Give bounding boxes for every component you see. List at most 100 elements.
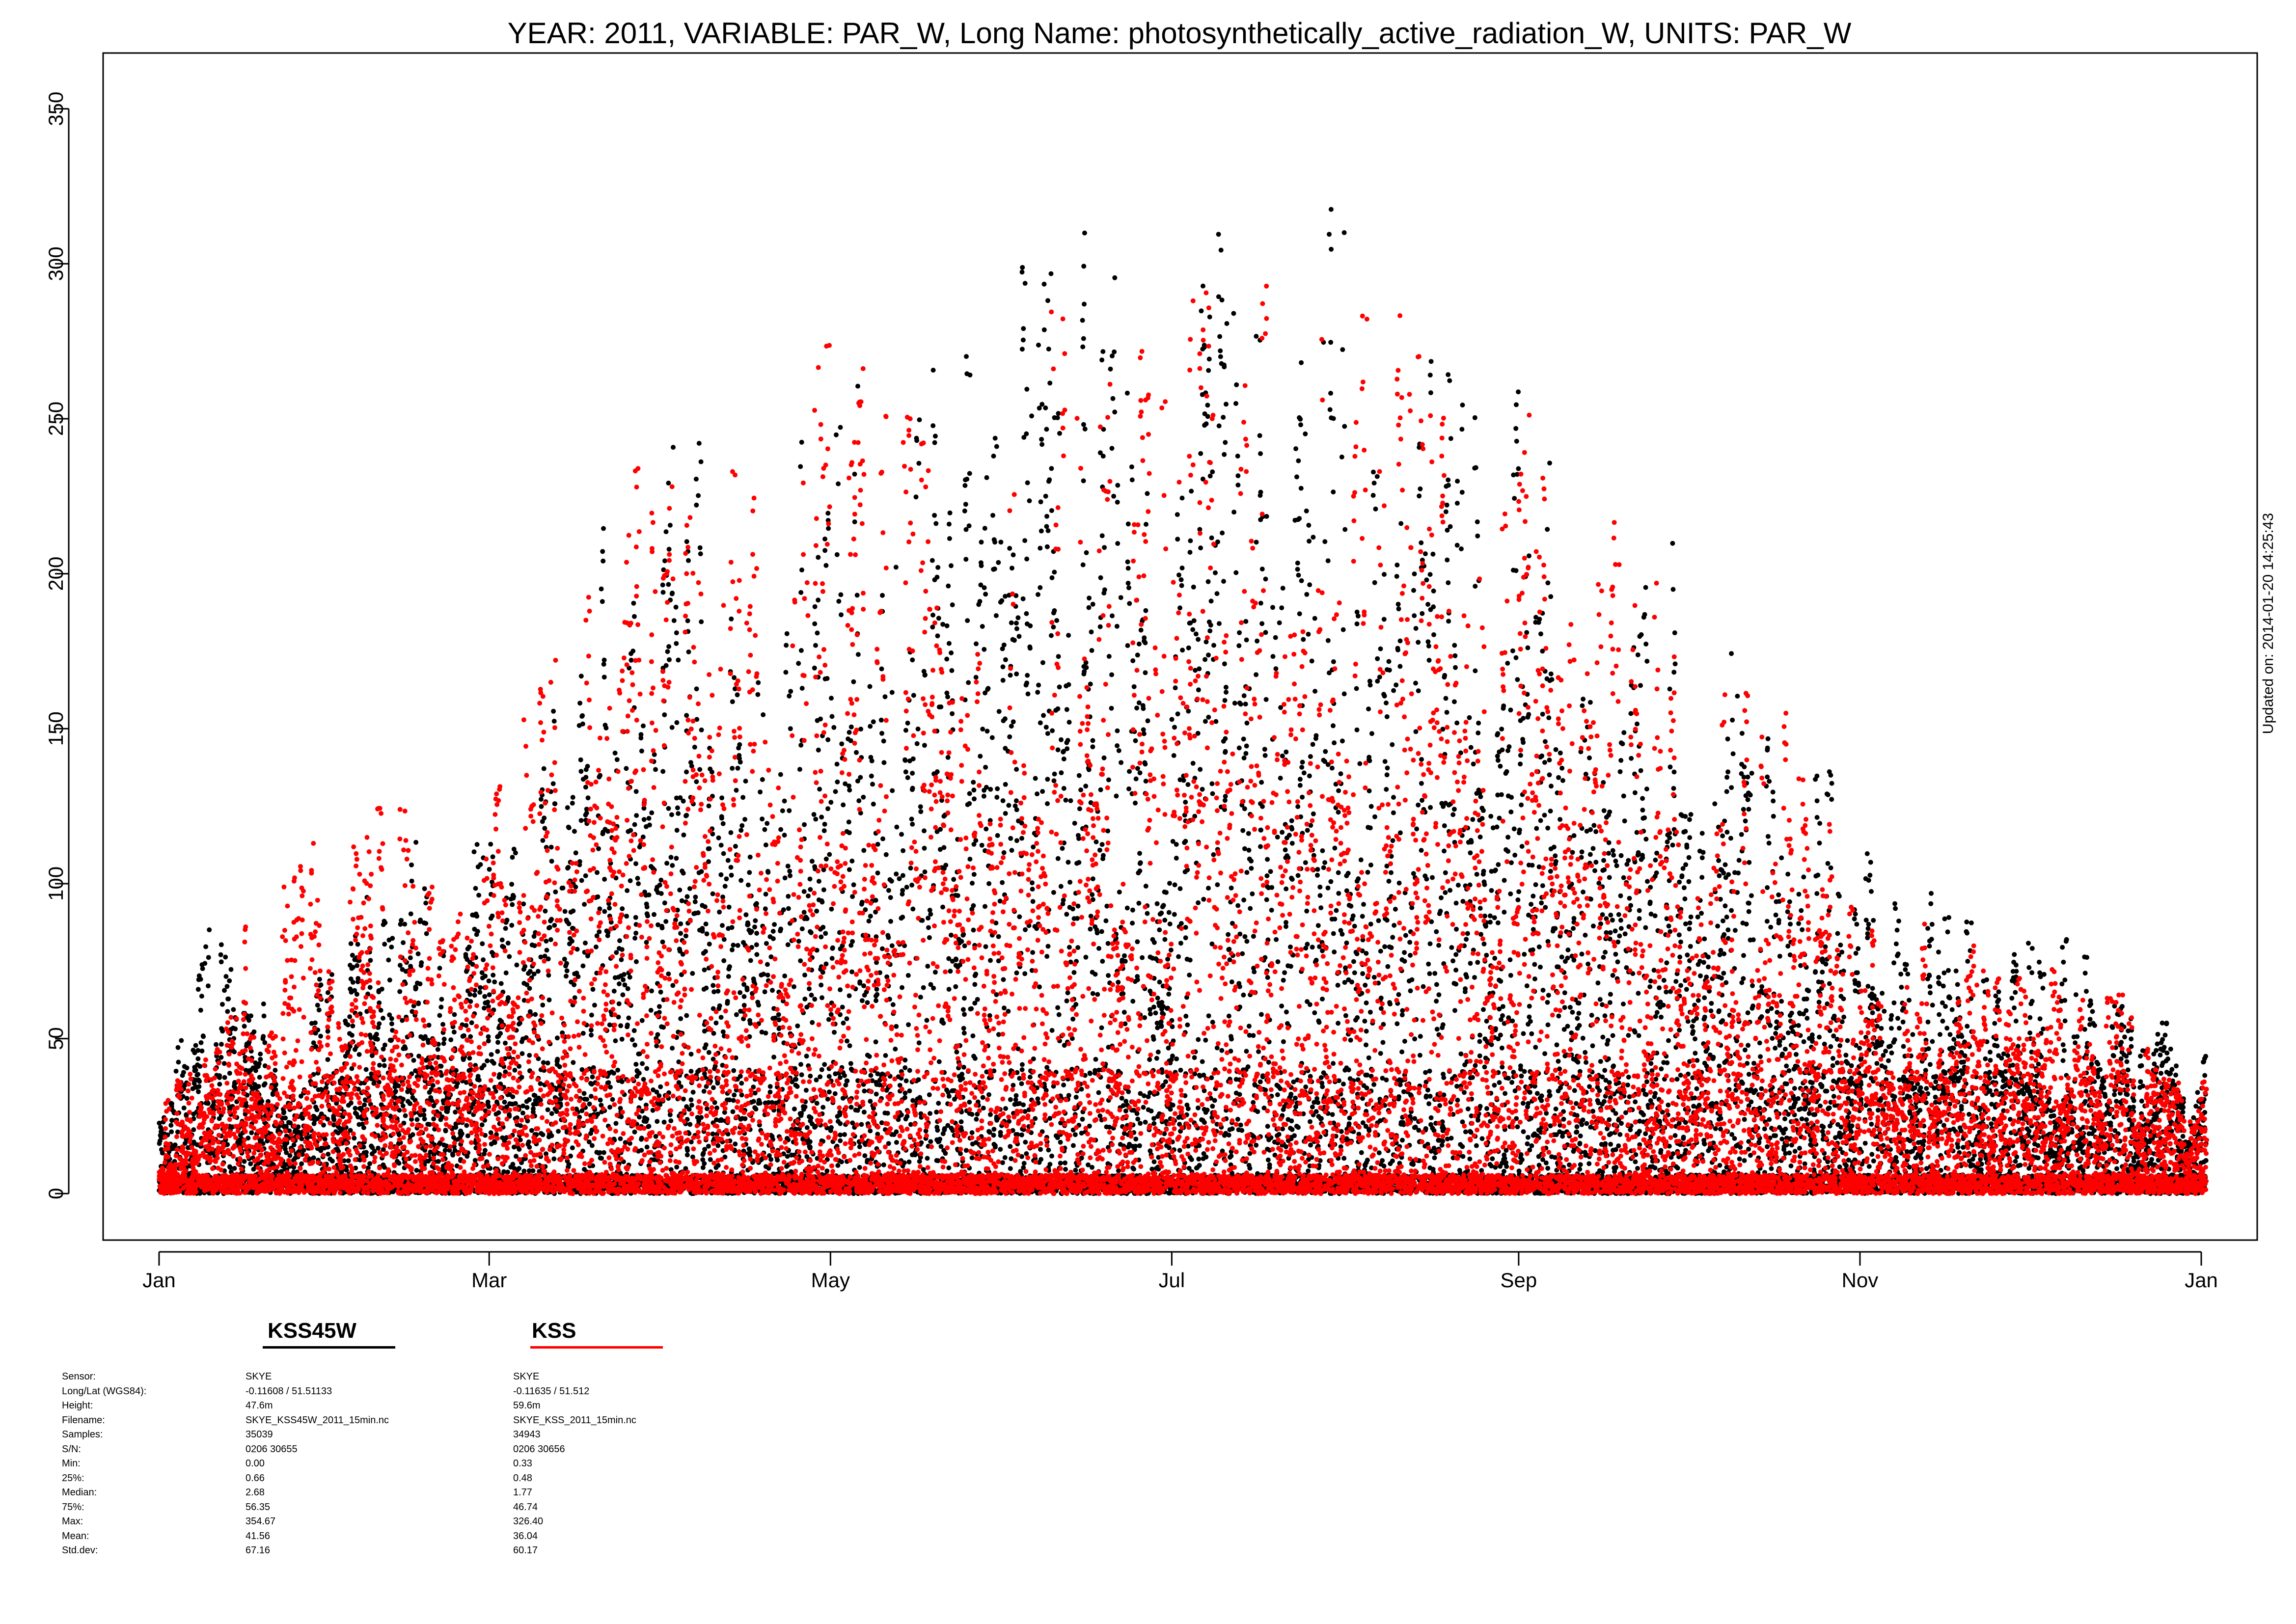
point-kss45w [635,876,640,881]
point-kss45w [538,954,544,960]
point-kss45w [392,1084,398,1089]
point-kss45w [772,922,777,927]
point-kss45w [628,878,633,883]
point-kss45w [200,966,205,971]
point-kss45w [716,835,721,840]
point-kss45w [413,985,419,991]
point-kss45w [753,918,758,923]
point-kss45w [173,1068,179,1074]
point-kss45w [157,1120,162,1126]
point-kss45w [666,582,671,587]
point-kss45w [834,761,840,767]
point-kss45w [667,1112,673,1117]
point-kss45w [552,922,557,928]
point-kss45w [193,1043,198,1048]
point-kss45w [711,1085,716,1090]
point-kss45w [381,1016,385,1021]
point-kss45w [814,1077,819,1083]
point-kss45w [355,963,360,968]
point-kss45w [386,957,391,963]
point-kss45w [273,1068,278,1073]
point-kss45w [589,1143,595,1148]
point-kss45w [694,502,699,508]
point-kss45w [738,828,744,833]
point-kss45w [571,908,576,914]
point-kss45w [316,1007,322,1013]
point-kss45w [658,891,664,896]
point-kss45w [668,1118,674,1123]
point-kss45w [752,924,757,930]
point-kss45w [549,1133,554,1138]
point-kss45w [767,1089,773,1095]
point-kss45w [287,1153,293,1158]
point-kss45w [343,1021,349,1026]
point-kss45w [744,985,750,991]
point-kss45w [816,555,821,560]
point-kss45w [710,1131,715,1137]
point-kss45w [706,1143,711,1149]
point-kss45w [756,680,761,685]
point-kss45w [487,992,492,998]
point-kss45w [196,973,202,978]
point-kss45w [646,1124,652,1129]
point-kss45w [583,767,589,772]
point-kss45w [389,945,394,950]
point-kss45w [539,804,544,809]
point-kss45w [644,1116,650,1122]
point-kss45w [527,1053,532,1058]
point-kss45w [674,1164,680,1170]
point-kss45w [752,1105,758,1110]
point-kss45w [726,966,732,972]
point-kss45w [408,955,413,960]
point-kss45w [437,966,442,971]
point-kss45w [625,1022,630,1028]
point-kss45w [627,974,632,980]
point-kss45w [799,568,804,572]
point-kss45w [666,971,671,976]
point-kss45w [353,1106,358,1111]
point-kss45w [588,1081,593,1086]
point-kss45w [715,989,721,994]
point-kss45w [467,992,473,997]
point-kss45w [771,1055,776,1060]
point-kss45w [732,675,737,680]
point-kss45w [710,891,715,896]
point-kss45w [641,723,646,729]
point-kss45w [795,1023,800,1029]
point-kss45w [363,1067,369,1072]
point-kss45w [387,977,392,983]
point-kss45w [599,586,604,592]
point-kss45w [745,920,750,925]
point-kss45w [422,1116,427,1122]
point-kss45w [649,810,655,815]
point-kss45w [408,1101,413,1106]
point-kss45w [671,618,677,623]
point-kss45w [157,1141,162,1146]
point-kss45w [666,644,672,649]
point-kss45w [256,1061,262,1066]
point-kss45w [564,961,569,966]
point-kss45w [822,676,828,681]
point-kss45w [711,983,716,988]
point-kss45w [632,936,638,941]
point-kss45w [424,931,429,936]
point-kss45w [191,1048,196,1053]
point-kss45w [684,713,689,718]
point-kss45w [382,1042,387,1048]
point-kss45w [467,1056,472,1061]
point-kss45w [207,927,212,932]
point-kss45w [681,870,686,876]
point-kss45w [201,1034,206,1039]
point-kss45w [195,1056,201,1061]
point-kss45w [810,1020,815,1025]
point-kss45w [361,1125,366,1130]
point-kss45w [656,1004,662,1009]
point-kss45w [684,1152,690,1158]
point-kss45w [376,989,382,995]
point-kss45w [798,1062,803,1067]
point-kss45w [801,889,807,894]
point-kss45w [398,921,403,927]
point-kss45w [403,1046,408,1051]
point-kss45w [709,769,714,775]
point-kss45w [844,1078,849,1083]
